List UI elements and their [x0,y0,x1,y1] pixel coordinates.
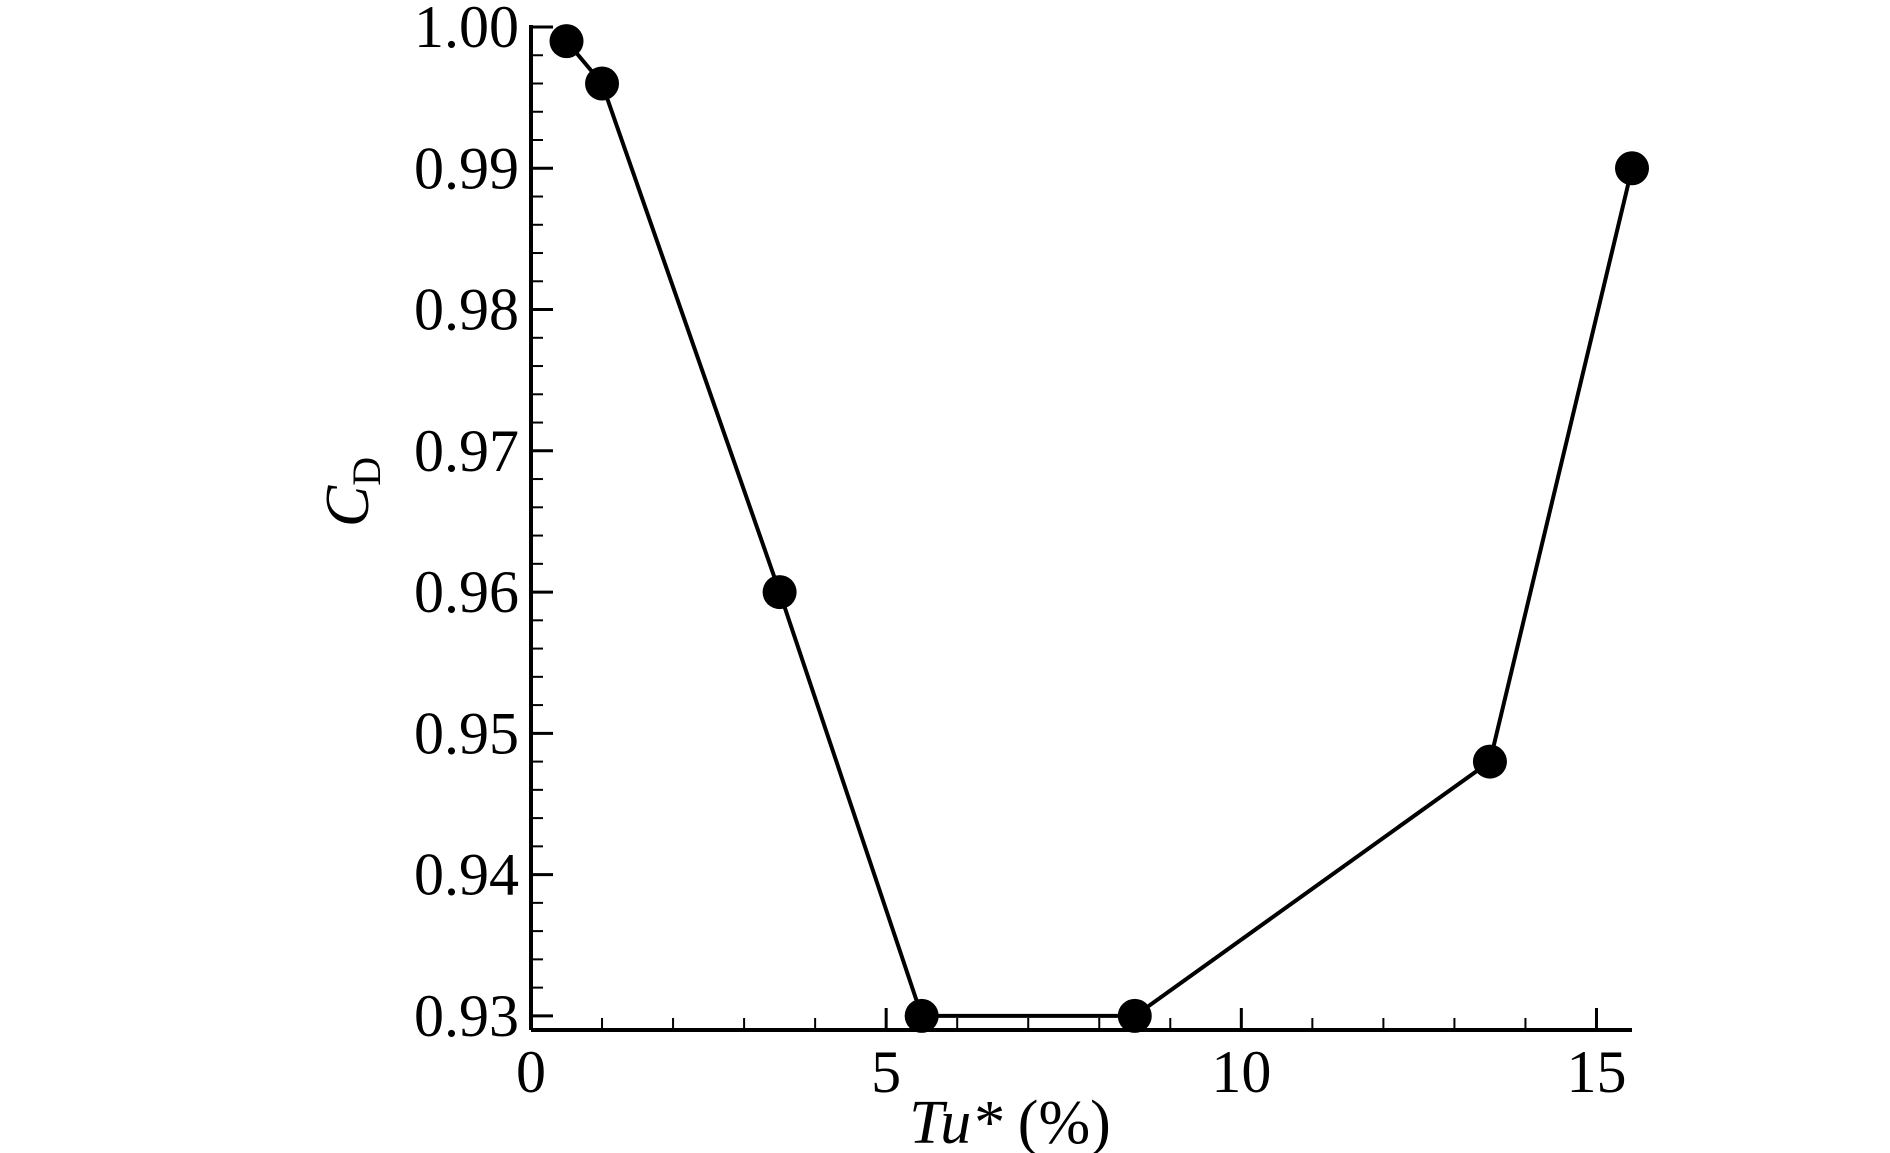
y-tick-label: 0.98 [414,277,519,343]
data-point [585,66,620,101]
x-tick-label: 0 [516,1039,546,1105]
x-tick-label: 5 [871,1039,901,1105]
y-tick-label: 0.95 [414,700,519,766]
series-line [564,39,1634,1018]
data-point [762,575,797,610]
y-tick-label: 0.93 [414,983,519,1049]
y-tick-label: 0.94 [414,842,519,908]
y-tick-label: 0.96 [414,559,519,625]
y-tick-label: 0.99 [414,135,519,201]
ticks-layer [529,25,1598,1030]
data-point [1615,151,1649,186]
y-tick-label: 0.97 [414,418,519,484]
y-tick-label: 1.00 [414,0,519,60]
data-point [1117,998,1152,1033]
data-point [549,24,584,59]
x-axis-title: Tu* (%) [909,1089,1111,1153]
data-point [1472,744,1507,779]
series-layer [549,24,1649,1033]
tick-labels-layer: 0.93 0.94 0.95 0.96 0.97 0.98 0.99 1.00 0 5 10 15 [414,0,1626,1105]
x-tick-label: 15 [1566,1039,1626,1105]
data-point [904,998,939,1033]
y-axis-title: CD [314,457,389,527]
x-tick-label: 10 [1211,1039,1271,1105]
